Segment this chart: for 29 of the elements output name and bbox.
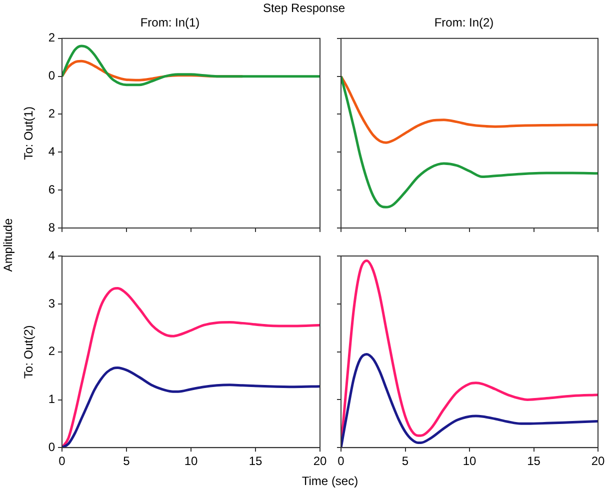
y-tick-label: 3	[48, 296, 56, 310]
y-tick-label: 6	[48, 182, 56, 196]
y-axis-title: To: Out(1)	[22, 106, 36, 160]
x-tick-label: 5	[123, 454, 130, 468]
y-tick-label: 2	[48, 344, 56, 358]
x-tick-label: 5	[402, 454, 409, 468]
y-tick-label: 4	[48, 144, 56, 158]
chart-title: From: In(2)	[434, 16, 494, 30]
line-series	[62, 44, 320, 86]
y-tick-label: 2	[48, 106, 56, 121]
y-tick-label: 0	[48, 440, 56, 454]
text: Step Response	[262, 1, 346, 15]
text: Time (sec)	[302, 474, 358, 488]
text: Amplitude	[1, 218, 15, 272]
y-tick-label: 1	[48, 392, 56, 406]
y-tick-label: 2	[48, 30, 56, 45]
x-tick-label: 15	[248, 454, 262, 468]
y-tick-label: 4	[48, 248, 56, 263]
y-axis-title: To: Out(2)	[22, 325, 36, 379]
x-tick-label: 15	[527, 454, 541, 468]
x-tick-label: 0	[338, 454, 345, 468]
x-tick-label: 10	[184, 454, 198, 468]
x-tick-label: 10	[462, 454, 476, 468]
chart-title: From: In(1)	[140, 16, 200, 30]
y-tick-label: 8	[48, 220, 56, 234]
y-tick-label: 0	[48, 68, 56, 83]
x-tick-label: 0	[58, 454, 66, 468]
x-tick-label: 20	[591, 454, 605, 468]
x-tick-label: 20	[313, 454, 327, 468]
